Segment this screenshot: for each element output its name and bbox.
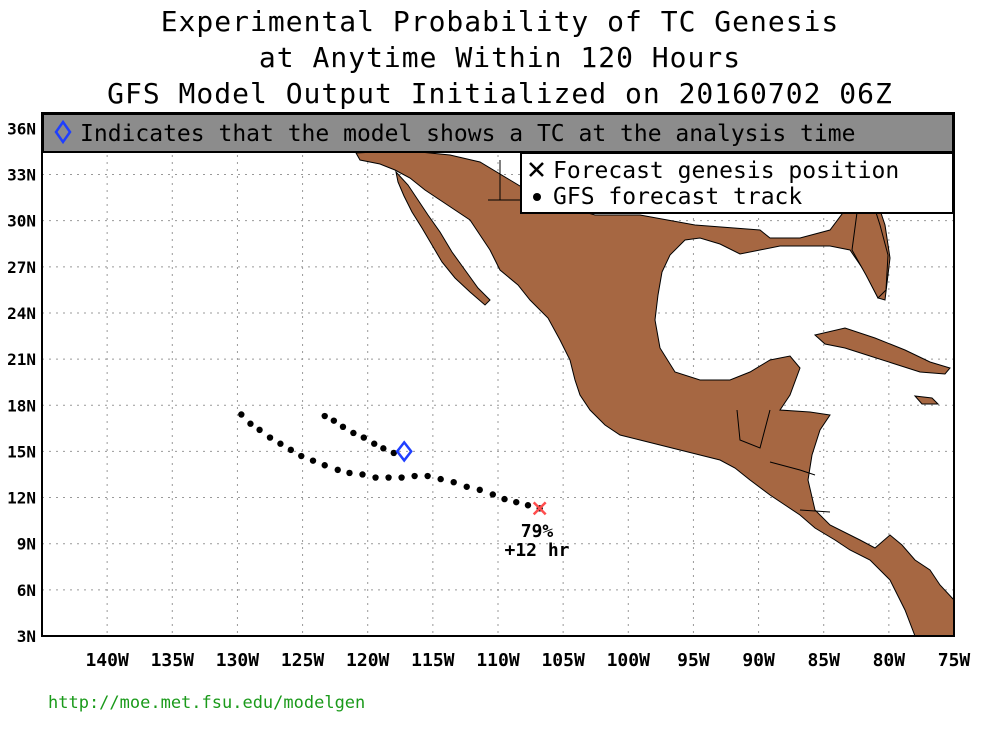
track-point	[371, 440, 378, 447]
track-point	[372, 474, 379, 481]
track-dot-icon	[533, 193, 541, 201]
lon-tick-label: 140W	[85, 650, 129, 671]
analysis-banner	[42, 113, 954, 153]
title-line-3: GFS Model Output Initialized on 20160702…	[107, 77, 893, 110]
land-cuba	[813, 327, 951, 375]
track-point	[513, 498, 520, 506]
diamond-icon	[54, 119, 72, 145]
land-baja-california	[395, 170, 491, 306]
title-line-2: at Anytime Within 120 Hours	[258, 41, 742, 74]
lon-tick-label: 100W	[607, 650, 651, 671]
lat-tick-label: 33N	[7, 166, 36, 185]
track-point	[390, 449, 397, 457]
lat-tick-label: 21N	[7, 350, 36, 369]
lat-tick-label: 36N	[7, 119, 36, 138]
track-point	[247, 420, 254, 427]
lon-tick-label: 135W	[151, 650, 195, 671]
lead-time-label: +12 hr	[504, 540, 569, 561]
lon-tick-label: 75W	[938, 650, 971, 671]
track-point	[238, 411, 245, 418]
border-guatemala-belize	[736, 409, 771, 449]
legend-genesis-label: Forecast genesis position	[553, 158, 899, 184]
genesis-x-marker	[532, 501, 547, 516]
lon-tick-label: 85W	[807, 650, 840, 671]
lat-tick-label: 24N	[7, 304, 36, 323]
markers	[395, 440, 547, 516]
source-url-link[interactable]: http://moe.met.fsu.edu/modelgen	[48, 693, 366, 713]
lat-tick-label: 3N	[17, 627, 36, 646]
lat-tick-label: 27N	[7, 258, 36, 277]
lon-tick-label: 110W	[476, 650, 520, 671]
track-point	[385, 474, 392, 481]
border-nicaragua	[799, 509, 831, 513]
track-point	[321, 412, 328, 420]
track-point	[321, 462, 328, 469]
track-point	[476, 486, 483, 494]
lon-tick-label: 115W	[411, 650, 455, 671]
track-point	[450, 478, 457, 486]
track-point	[437, 475, 444, 483]
track-point	[287, 446, 295, 454]
lon-tick-label: 90W	[742, 650, 775, 671]
lon-tick-label: 125W	[281, 650, 325, 671]
track-point	[350, 429, 357, 437]
track-point	[346, 469, 353, 477]
banner-text: Indicates that the model shows a TC at t…	[80, 121, 855, 147]
lat-tick-label: 15N	[7, 442, 36, 461]
lon-tick-label: 105W	[541, 650, 585, 671]
track-point	[501, 495, 508, 503]
track-point	[424, 472, 431, 480]
track-point	[277, 440, 284, 447]
track-point	[463, 483, 470, 490]
lat-tick-label: 6N	[17, 581, 36, 600]
legend-box	[520, 152, 954, 214]
lat-tick-label: 12N	[7, 489, 36, 508]
lon-tick-label: 120W	[346, 650, 390, 671]
track-point	[360, 434, 368, 441]
track-point	[334, 466, 341, 474]
lon-tick-label: 80W	[873, 650, 906, 671]
track-point	[359, 471, 366, 478]
track-point	[330, 417, 338, 424]
lon-tick-label: 95W	[677, 650, 710, 671]
land-layer	[355, 150, 954, 636]
track-point	[256, 426, 263, 434]
track-point	[309, 457, 317, 464]
track-point	[489, 491, 496, 498]
analysis-tc-diamond	[395, 440, 413, 463]
lat-tick-label: 18N	[7, 396, 36, 415]
track-point	[380, 445, 387, 452]
track-point	[266, 434, 274, 441]
axis-tick-labels: 36N 33N 30N 27N 24N 21N 18N 15N 12N 9N 6N 3N 140W 135…	[7, 119, 970, 671]
legend-track-label: GFS forecast track	[553, 184, 802, 210]
track-point	[398, 474, 405, 481]
lon-tick-label: 130W	[216, 650, 260, 671]
track-point	[298, 452, 305, 460]
land-jamaica	[913, 395, 940, 405]
forecast-tracks	[238, 411, 543, 512]
probability-label: 79%	[521, 521, 554, 542]
track-point	[524, 502, 532, 509]
lat-tick-label: 9N	[17, 535, 36, 554]
x-marker-icon	[529, 162, 544, 177]
track-point	[411, 472, 418, 480]
track-point	[339, 423, 347, 430]
border-honduras	[769, 461, 816, 476]
title-line-1: Experimental Probability of TC Genesis	[160, 5, 840, 38]
lat-tick-label: 30N	[7, 212, 36, 231]
